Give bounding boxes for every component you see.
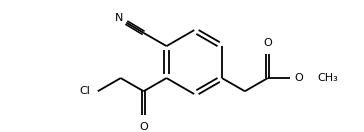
- Text: Cl: Cl: [79, 86, 90, 96]
- Text: O: O: [264, 38, 272, 48]
- Text: O: O: [295, 73, 304, 83]
- Text: CH₃: CH₃: [318, 73, 339, 83]
- Text: N: N: [115, 13, 123, 23]
- Text: O: O: [139, 122, 148, 131]
